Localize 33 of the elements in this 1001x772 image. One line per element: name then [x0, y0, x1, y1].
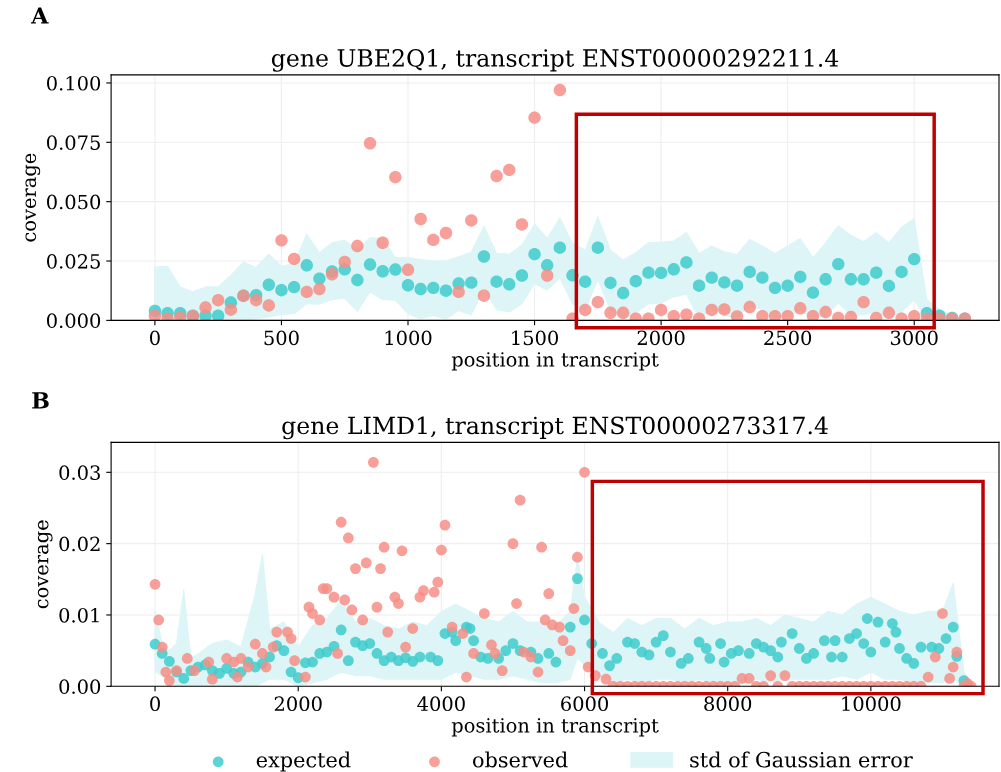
x-tick-label: 0 — [150, 696, 160, 712]
y-axis-title: coverage — [25, 153, 41, 242]
y-tick-label: 0.050 — [47, 194, 101, 210]
x-tick-label: 1000 — [385, 330, 432, 346]
chart-title: gene LIMD1, transcript ENST00000273317.4 — [282, 416, 828, 440]
x-tick-label: 2000 — [637, 330, 685, 346]
y-tick-label: 0.02 — [59, 536, 100, 552]
legend-label: expected — [256, 751, 351, 772]
x-axis-title: position in transcript — [451, 718, 659, 737]
chart-title: gene UBE2Q1, transcript ENST00000292211.4 — [271, 49, 839, 72]
x-tick-label: 4000 — [417, 696, 465, 712]
legend-label: std of Gaussian error — [690, 751, 913, 768]
y-tick-label: 0.075 — [47, 135, 100, 150]
y-axis-title: coverage — [37, 520, 53, 609]
x-tick-label: 500 — [264, 330, 299, 346]
y-tick-label: 0.01 — [59, 607, 99, 623]
y-tick-label: 0.00 — [59, 679, 101, 694]
y-tick-label: 0.100 — [47, 75, 101, 91]
text: B — [32, 392, 49, 409]
text: A — [31, 7, 49, 24]
x-tick-label: 0 — [149, 330, 160, 346]
x-tick-label: 1500 — [512, 330, 558, 346]
x-tick-label: 2500 — [764, 330, 812, 346]
y-tick-label: 0.000 — [47, 313, 101, 329]
x-axis-title: position in transcript — [451, 352, 659, 371]
x-tick-label: 6000 — [561, 696, 608, 712]
legend-label: observed — [473, 751, 568, 768]
y-tick-label: 0.03 — [59, 465, 100, 480]
x-tick-label: 2000 — [274, 696, 322, 712]
y-tick-label: 0.025 — [47, 253, 100, 269]
x-tick-label: 10000 — [842, 696, 901, 712]
x-tick-label: 8000 — [704, 696, 752, 712]
x-tick-label: 3000 — [890, 330, 938, 346]
